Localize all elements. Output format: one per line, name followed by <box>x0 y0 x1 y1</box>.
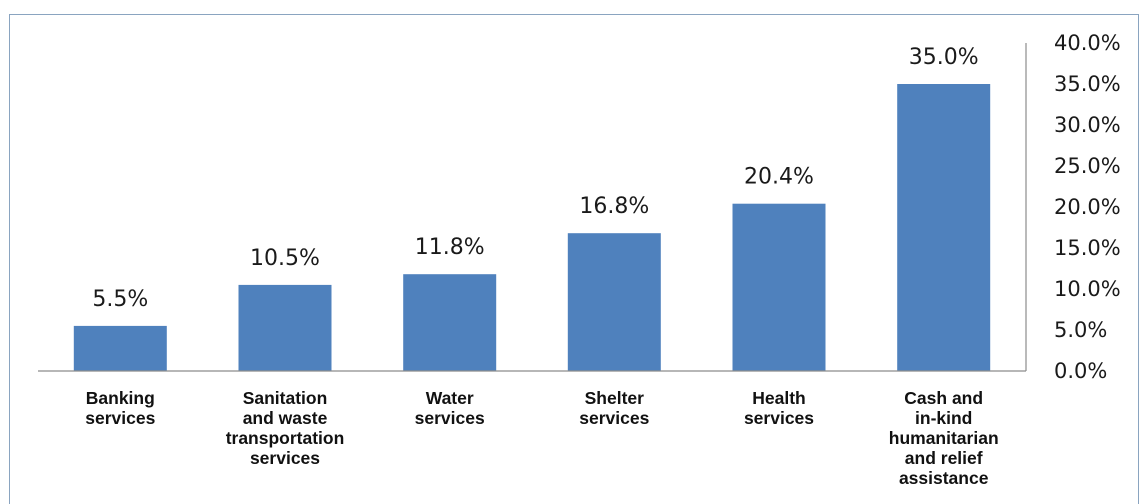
y-tick-label-1: 5.0% <box>1054 318 1107 342</box>
value-label-3: 16.8% <box>579 194 649 219</box>
bar-2 <box>403 274 497 371</box>
category-label-0: Banking services <box>85 388 155 428</box>
bar-5 <box>897 84 991 371</box>
value-label-1: 10.5% <box>250 246 320 271</box>
category-label-5: Cash and in-kind humanitarian and relief ass… <box>889 388 999 488</box>
category-labels-group: Banking services Sanitation and waste transp… <box>85 388 998 488</box>
y-tick-label-5: 25.0% <box>1054 154 1121 178</box>
bars-group <box>73 84 991 371</box>
value-labels-group: 5.5% 10.5% 11.8% 16.8% 20.4% 35.0% <box>92 45 978 312</box>
y-tick-label-3: 15.0% <box>1054 236 1121 260</box>
bar-1 <box>238 284 332 371</box>
axes-group <box>38 43 1027 372</box>
value-label-0: 5.5% <box>92 287 148 312</box>
bar-3 <box>567 233 661 371</box>
category-label-3: Shelter services <box>579 388 649 428</box>
y-tick-label-4: 20.0% <box>1054 195 1121 219</box>
y-tick-label-8: 40.0% <box>1054 31 1121 55</box>
y-tick-label-6: 30.0% <box>1054 113 1121 137</box>
value-label-2: 11.8% <box>415 235 485 260</box>
bar-0 <box>73 325 167 371</box>
y-tick-label-7: 35.0% <box>1054 72 1121 96</box>
y-tick-labels-group: 0.0% 5.0% 10.0% 15.0% 20.0% 25.0% 30.0% 35.0% 40… <box>1054 31 1121 383</box>
category-label-4: Health services <box>744 388 814 428</box>
category-label-1: Sanitation and waste transportation service… <box>226 388 345 468</box>
bar-4 <box>732 203 826 371</box>
y-tick-label-0: 0.0% <box>1054 359 1107 383</box>
value-label-4: 20.4% <box>744 165 814 190</box>
category-label-2: Water services <box>415 388 485 428</box>
chart-frame <box>9 14 1139 504</box>
value-label-5: 35.0% <box>909 45 979 70</box>
y-tick-label-2: 10.0% <box>1054 277 1121 301</box>
